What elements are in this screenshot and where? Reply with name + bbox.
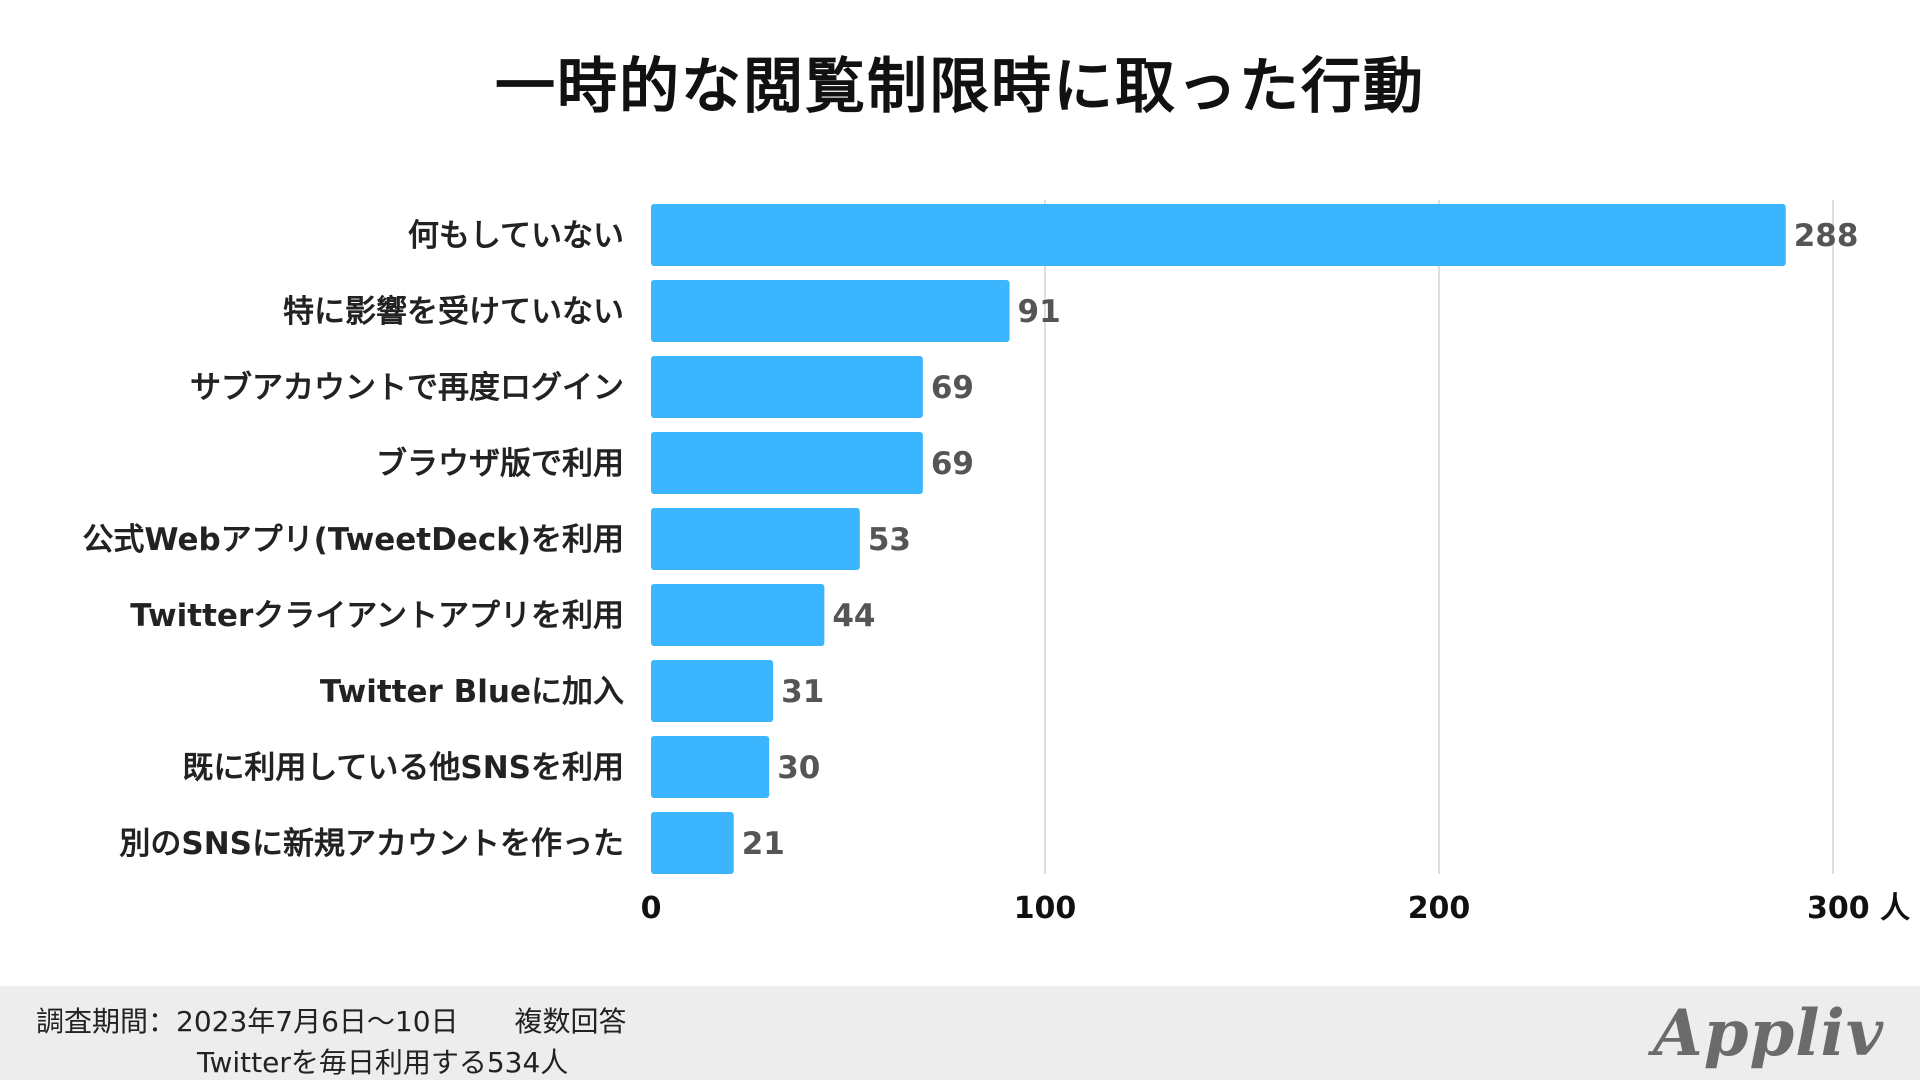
bar [651,812,734,874]
labels: 0 100 200 300 人 288 何もしていない 91 特に影響を受けていない 69 サブア… [82,218,1910,926]
survey-sample-text: Twitterを毎日利用する534人 [197,1046,569,1079]
bar-value-label: 31 [781,674,824,710]
bar [651,508,860,570]
bar-value-label: 288 [1794,218,1859,254]
bar-chart: 0 100 200 300 人 288 何もしていない 91 特に影響を受けていない 69 サブア… [82,200,1910,926]
bar-value-label: 53 [868,522,911,558]
category-label: 別のSNSに新規アカウントを作った [119,826,624,862]
category-label: ブラウザ版で利用 [376,446,624,482]
bar [651,660,774,722]
bars [651,204,1786,874]
category-label: 特に影響を受けていない [283,294,624,330]
bar [651,356,923,418]
bar [651,204,1786,266]
grid-lines [1044,200,1834,874]
bar [651,736,770,798]
category-label: 公式Webアプリ(TweetDeck)を利用 [82,522,624,558]
bar [651,584,825,646]
bar-value-label: 44 [832,598,875,634]
category-label: Twitterクライアントアプリを利用 [130,598,624,634]
survey-period-text: 調査期間：2023年7月6日〜10日 複数回答 [36,1005,627,1038]
bar [651,432,923,494]
chart-title: 一時的な閲覧制限時に取った行動 [495,52,1425,122]
appliv-logo: Appliv [1653,996,1884,1071]
bar-value-label: 21 [742,826,785,862]
x-tick-label: 300 人 [1807,891,1910,926]
x-tick-label: 0 [641,891,662,926]
footer: 調査期間：2023年7月6日〜10日 複数回答 Twitterを毎日利用する53… [0,986,1920,1080]
x-tick-label: 200 [1408,891,1471,926]
x-tick-label: 100 [1014,891,1077,926]
bar-value-label: 30 [777,750,820,786]
category-label: 既に利用している他SNSを利用 [182,750,624,786]
category-label: Twitter Blueに加入 [320,674,624,710]
bar-value-label: 69 [931,370,974,406]
bar-value-label: 91 [1018,294,1061,330]
category-label: 何もしていない [408,218,624,254]
bar [651,280,1010,342]
category-label: サブアカウントで再度ログイン [190,370,624,406]
bar-value-label: 69 [931,446,974,482]
